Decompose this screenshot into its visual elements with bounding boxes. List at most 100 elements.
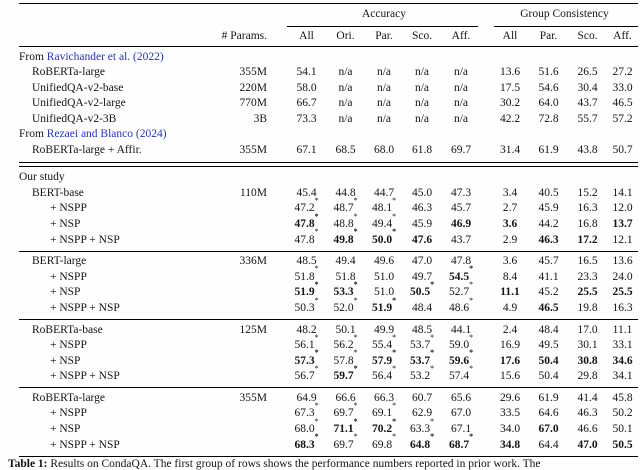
accuracy-cell: n/a — [403, 81, 441, 97]
metric-value: 48.8 — [333, 217, 354, 230]
metric-value: 46.5 — [538, 301, 559, 314]
model-row-label: + NSP — [50, 217, 81, 230]
metric-value: 67.1 — [450, 423, 472, 436]
group-consistency-cell: 64.0 — [529, 96, 568, 112]
metric-value: 55.7 — [577, 112, 598, 125]
metric-value: 31.4 — [499, 144, 521, 157]
table-row: BERT-large 336M 48.5 49.4 49.6 47.0 47.8 3.6 45.… — [19, 254, 638, 270]
metric-value: 13.6 — [612, 255, 633, 268]
group-consistency-cell: 16.3 — [607, 301, 638, 317]
accuracy-cell: 49.4* — [365, 212, 403, 233]
group-consistency-cell: 23.3 — [568, 270, 607, 286]
significance-star: * — [314, 279, 319, 289]
table-body: From Ravichander et al. (2022) RoBERTa-la… — [19, 47, 638, 457]
metric-value: 25.5 — [612, 286, 633, 299]
table-block-4: RoBERTa-large 355M 64.9 66.6 66.3 60.7 65.6 29.… — [19, 388, 638, 455]
table-header-spanners: Accuracy Group Consistency — [19, 4, 638, 24]
section-heading-prefix: From — [19, 50, 47, 63]
metric-value: 68.0 — [294, 423, 315, 436]
significance-star: * — [469, 332, 474, 342]
table-block-2: BERT-large 336M 48.5 49.4 49.6 47.0 47.8 3.6 45.… — [19, 252, 638, 319]
accuracy-column-header-ori: Ori. — [336, 30, 355, 42]
table-row: + NSP 47.8* 48.8* 49.4* 45.9 46.9 3.6 44.2 16.8 1… — [19, 212, 638, 233]
metric-value: 51.0 — [373, 286, 395, 299]
metric-value: 16.3 — [612, 301, 633, 314]
params-cell: 336M — [239, 255, 267, 268]
group-consistency-cell: 44.2 — [529, 217, 568, 233]
accuracy-cell: 48.1* — [365, 197, 403, 217]
group-consistency-cell: 14.1 — [607, 186, 638, 202]
table-block-3: RoBERTa-base 125M 48.2 50.1 49.9 48.5 44.1 2.4 4… — [19, 320, 638, 387]
metric-value: 4.9 — [502, 301, 518, 314]
group-consistency-cell: 50.7 — [607, 143, 638, 159]
metric-value: 51.6 — [538, 66, 559, 79]
metric-value: 47.3 — [450, 186, 472, 199]
table-row: + NSP 51.9* 53.3* 51.0 50.5* 52.7* 11.1 45.2 25.… — [19, 280, 638, 301]
metric-value: 46.6 — [577, 423, 598, 436]
significance-star: * — [314, 401, 319, 411]
metric-value: 44.7 — [373, 186, 395, 199]
metric-value: 45.8 — [612, 391, 633, 404]
accuracy-cell: 65.6 — [441, 391, 481, 407]
metric-value: 57.2 — [612, 112, 633, 125]
group-consistency-cell: 30.8 — [568, 354, 607, 370]
metric-value: 68.5 — [335, 144, 356, 157]
group-consistency-cell: 47.0 — [568, 438, 607, 454]
metric-value: 58.0 — [296, 81, 317, 94]
group-consistency-cell: 45.9 — [529, 201, 568, 217]
accuracy-cell: 50.3* — [287, 296, 326, 317]
accuracy-column-header-aff: Aff. — [451, 30, 471, 42]
group-consistency-cell: 17.2 — [568, 233, 607, 249]
significance-star: * — [430, 348, 435, 358]
section-heading-prefix: From — [19, 128, 47, 141]
group-consistency-cell: 16.9 — [491, 338, 529, 354]
metric-value: 11.1 — [500, 286, 520, 299]
significance-star: * — [430, 432, 435, 442]
metric-value: 53.3 — [333, 286, 354, 299]
metric-value: n/a — [414, 81, 430, 94]
group-consistency-cell: 27.2 — [607, 65, 638, 81]
metric-value: 51.8 — [335, 270, 356, 283]
accuracy-cell: 56.2* — [326, 333, 365, 354]
group-consistency-cell: 30.1 — [568, 338, 607, 354]
model-row-label: + NSPP + NSP — [50, 233, 120, 246]
accuracy-cell: 45.4 — [287, 186, 326, 202]
significance-star: * — [430, 332, 435, 342]
citation-link[interactable]: Ravichander et al. (2022) — [46, 50, 164, 63]
accuracy-cell: n/a — [403, 112, 441, 128]
accuracy-cell: 68.3* — [287, 433, 326, 454]
metric-value: 45.7 — [450, 202, 472, 215]
metric-value: 48.5 — [411, 323, 433, 336]
metric-value: n/a — [414, 66, 430, 79]
metric-value: 34.6 — [612, 354, 633, 367]
accuracy-cell: 54.5* — [441, 265, 481, 286]
model-row-label: RoBERTa-large + Affir. — [32, 144, 142, 157]
group-consistency-column-header-par: Par. — [539, 30, 558, 42]
metric-value: n/a — [414, 112, 430, 125]
metric-value: 66.7 — [296, 97, 317, 110]
metric-value: 50.3 — [294, 301, 315, 314]
accuracy-cell: 48.4 — [403, 301, 441, 317]
accuracy-cell: 48.2 — [287, 323, 326, 339]
metric-value: 2.9 — [502, 233, 518, 246]
metric-value: 61.9 — [538, 144, 559, 157]
accuracy-cell: 69.8* — [365, 433, 403, 454]
accuracy-cell: 57.8* — [326, 349, 365, 370]
group-consistency-cell: 64.6 — [529, 406, 568, 422]
accuracy-span-header: Accuracy — [361, 8, 407, 20]
table-row: + NSPP 47.2* 48.7* 48.1* 46.3 45.7 2.7 45.9 16.3… — [19, 197, 638, 217]
group-consistency-cell: 43.8 — [568, 143, 607, 159]
table-row: + NSPP 67.3* 69.7* 69.1* 62.9 67.0 33.5 64.6 46.… — [19, 402, 638, 422]
metric-value: 65.6 — [450, 391, 472, 404]
metric-value: n/a — [414, 97, 430, 110]
section-heading-prefix: Our study — [19, 171, 65, 184]
model-row-label: BERT-large — [32, 255, 87, 268]
metric-value: 47.8 — [450, 255, 472, 268]
metric-value: 59.0 — [448, 339, 470, 352]
citation-link[interactable]: Rezaei and Blanco (2024) — [46, 128, 167, 141]
significance-star: * — [314, 264, 319, 274]
metric-value: 26.5 — [577, 66, 598, 79]
metric-value: 30.8 — [577, 354, 598, 367]
significance-star: * — [353, 348, 358, 358]
model-row-label: RoBERTa-base — [32, 323, 103, 336]
